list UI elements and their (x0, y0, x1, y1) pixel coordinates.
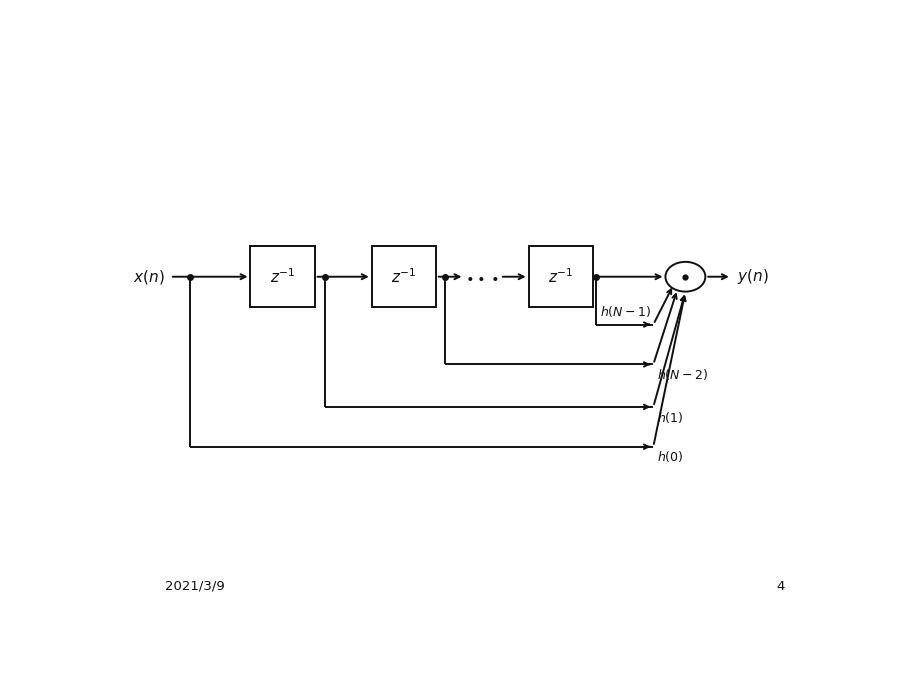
Text: $h(N-1)$: $h(N-1)$ (599, 304, 651, 319)
Text: 2021/3/9: 2021/3/9 (165, 580, 224, 593)
Text: $h(0)$: $h(0)$ (656, 449, 683, 464)
Text: $y(n)$: $y(n)$ (736, 267, 767, 286)
Text: $\bullet\bullet\bullet$: $\bullet\bullet\bullet$ (465, 270, 499, 284)
Circle shape (664, 262, 705, 292)
FancyBboxPatch shape (528, 246, 592, 307)
FancyBboxPatch shape (371, 246, 436, 307)
FancyBboxPatch shape (250, 246, 314, 307)
Text: $z^{-1}$: $z^{-1}$ (548, 267, 573, 286)
Text: $z^{-1}$: $z^{-1}$ (391, 267, 416, 286)
Text: $x(n)$: $x(n)$ (133, 268, 165, 286)
Text: $h(N-2)$: $h(N-2)$ (656, 367, 708, 382)
Text: $h(1)$: $h(1)$ (656, 410, 683, 424)
Text: 4: 4 (776, 580, 784, 593)
Text: $z^{-1}$: $z^{-1}$ (269, 267, 295, 286)
